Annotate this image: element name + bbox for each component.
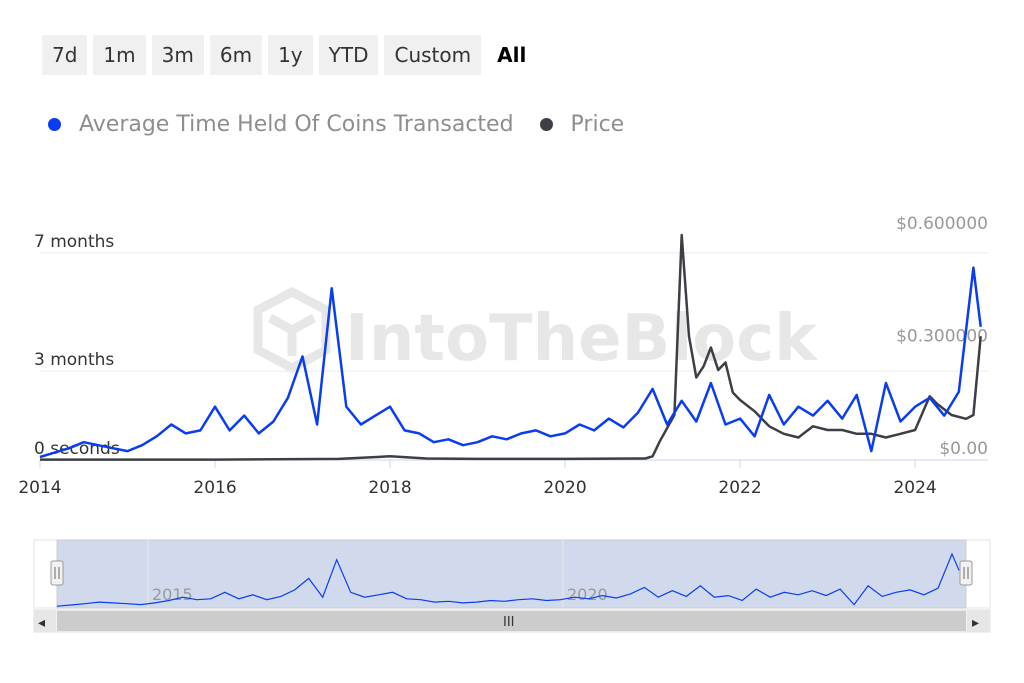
scrollbar-right-button[interactable] [967, 610, 989, 632]
navigator-right-handle[interactable] [959, 560, 973, 586]
scrollbar-thumb[interactable] [57, 611, 966, 631]
range-1y-button[interactable]: 1y [268, 35, 313, 75]
legend-dot-price [539, 118, 553, 131]
range-3m-button[interactable]: 3m [151, 35, 204, 75]
x-axis-tick-label: 2020 [543, 478, 586, 498]
navigator-label-2020: 2020 [567, 585, 608, 604]
range-ytd-button[interactable]: YTD [318, 35, 379, 75]
series-line-price [40, 233, 982, 461]
legend-label-price: Price [570, 112, 625, 137]
right-axis-tick-label: $0.00 [939, 439, 988, 459]
series-line-avg-time-held [39, 266, 982, 459]
scroll-right-arrow-icon: ▸ [972, 615, 979, 631]
navigator-label-2015: 2015 [152, 585, 193, 604]
legend-item-price[interactable]: Price [539, 112, 625, 137]
scrollbar-track[interactable] [33, 609, 991, 633]
x-axis-tick-label: 2016 [193, 478, 236, 498]
x-axis-tick-label: 2024 [893, 478, 936, 498]
range-custom-button[interactable]: Custom [384, 35, 482, 75]
scrollbar-left-button[interactable] [34, 610, 56, 632]
left-axis-tick-label: 3 months [34, 350, 114, 370]
chart-legend: Average Time Held Of Coins Transacted Pr… [48, 112, 650, 137]
right-axis-tick-label: $0.300000 [896, 327, 988, 347]
watermark: IntoTheBlock [253, 286, 818, 376]
x-axis-tick-label: 2014 [18, 478, 61, 498]
range-1m-button[interactable]: 1m [93, 35, 146, 75]
legend-dot-avg-time-held [48, 118, 61, 131]
range-6m-button[interactable]: 6m [209, 35, 263, 75]
range-selector: 7d 1m 3m 6m 1y YTD Custom All [42, 35, 536, 75]
range-all-button[interactable]: All [497, 43, 527, 67]
left-axis-tick-label: 0 seconds [34, 439, 120, 459]
scrollbar-grip-icon: III [503, 615, 515, 630]
navigator: 2015 2020 [33, 539, 991, 609]
navigator-series-line [56, 552, 960, 607]
scrollbar: ◂ III ▸ [33, 609, 991, 633]
navigator-left-handle[interactable] [50, 560, 64, 586]
range-7d-button[interactable]: 7d [42, 35, 88, 75]
intotheblock-logo-icon [253, 286, 331, 374]
scroll-left-arrow-icon: ◂ [38, 615, 45, 631]
navigator-selection[interactable] [56, 539, 967, 609]
watermark-text: IntoTheBlock [345, 302, 818, 376]
right-axis-tick-label: $0.600000 [896, 214, 988, 234]
navigator-background [33, 539, 991, 609]
left-axis-tick-label: 7 months [34, 232, 114, 252]
legend-label-avg-time-held: Average Time Held Of Coins Transacted [79, 112, 514, 137]
x-axis-tick-label: 2022 [718, 478, 761, 498]
x-axis-tick-label: 2018 [368, 478, 411, 498]
legend-item-avg-time-held[interactable]: Average Time Held Of Coins Transacted [48, 112, 514, 137]
